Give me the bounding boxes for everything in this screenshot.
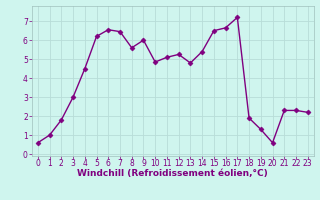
X-axis label: Windchill (Refroidissement éolien,°C): Windchill (Refroidissement éolien,°C)	[77, 169, 268, 178]
